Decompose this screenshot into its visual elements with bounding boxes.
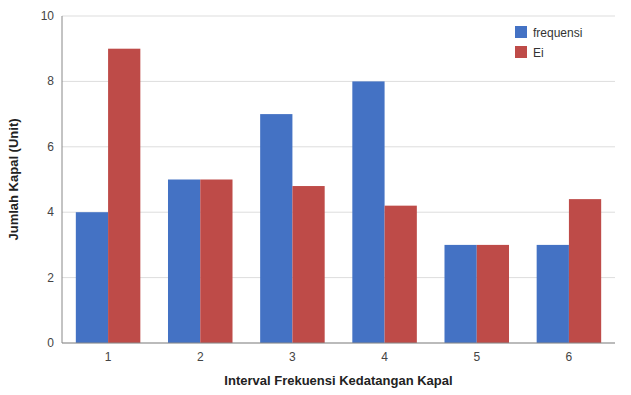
background <box>0 0 631 395</box>
bar <box>477 245 509 343</box>
grid-line <box>62 146 615 147</box>
bar <box>444 245 476 343</box>
grid-line <box>62 277 615 278</box>
y-tick-label: 10 <box>41 9 55 23</box>
bar <box>168 180 200 344</box>
y-axis-line <box>62 16 63 343</box>
y-tick-label: 8 <box>47 74 54 88</box>
x-tick-label: 4 <box>381 350 388 364</box>
chart: 0246810123456Interval Frekuensi Kedatang… <box>0 0 631 395</box>
y-tick-label: 6 <box>47 140 54 154</box>
x-axis-label: Interval Frekuensi Kedatangan Kapal <box>224 373 452 388</box>
grid-line <box>62 16 615 17</box>
bar <box>260 114 292 343</box>
y-axis-label: Jumlah Kapal (Unit) <box>6 118 21 240</box>
grid-line <box>62 343 615 344</box>
x-tick-label: 1 <box>105 350 112 364</box>
bars <box>76 49 601 343</box>
bar <box>537 245 569 343</box>
legend-label: frequensi <box>533 26 582 40</box>
y-tick-label: 0 <box>47 336 54 350</box>
x-tick-label: 5 <box>473 350 480 364</box>
y-tick-label: 4 <box>47 205 54 219</box>
x-tick-label: 6 <box>566 350 573 364</box>
legend-label: Ei <box>533 46 544 60</box>
bar <box>108 49 140 343</box>
bar <box>352 81 384 343</box>
bar <box>76 212 108 343</box>
y-tick-label: 2 <box>47 271 54 285</box>
x-tick-label: 2 <box>197 350 204 364</box>
legend-swatch <box>515 26 527 38</box>
grid-line <box>62 81 615 82</box>
x-tick-label: 3 <box>289 350 296 364</box>
bar <box>385 206 417 343</box>
bar <box>200 180 232 344</box>
legend: frequensi Ei <box>515 26 582 60</box>
bar <box>292 186 324 343</box>
bar <box>569 199 601 343</box>
x-axis-line <box>62 343 615 344</box>
legend-swatch <box>515 46 527 58</box>
grid-line <box>62 212 615 213</box>
